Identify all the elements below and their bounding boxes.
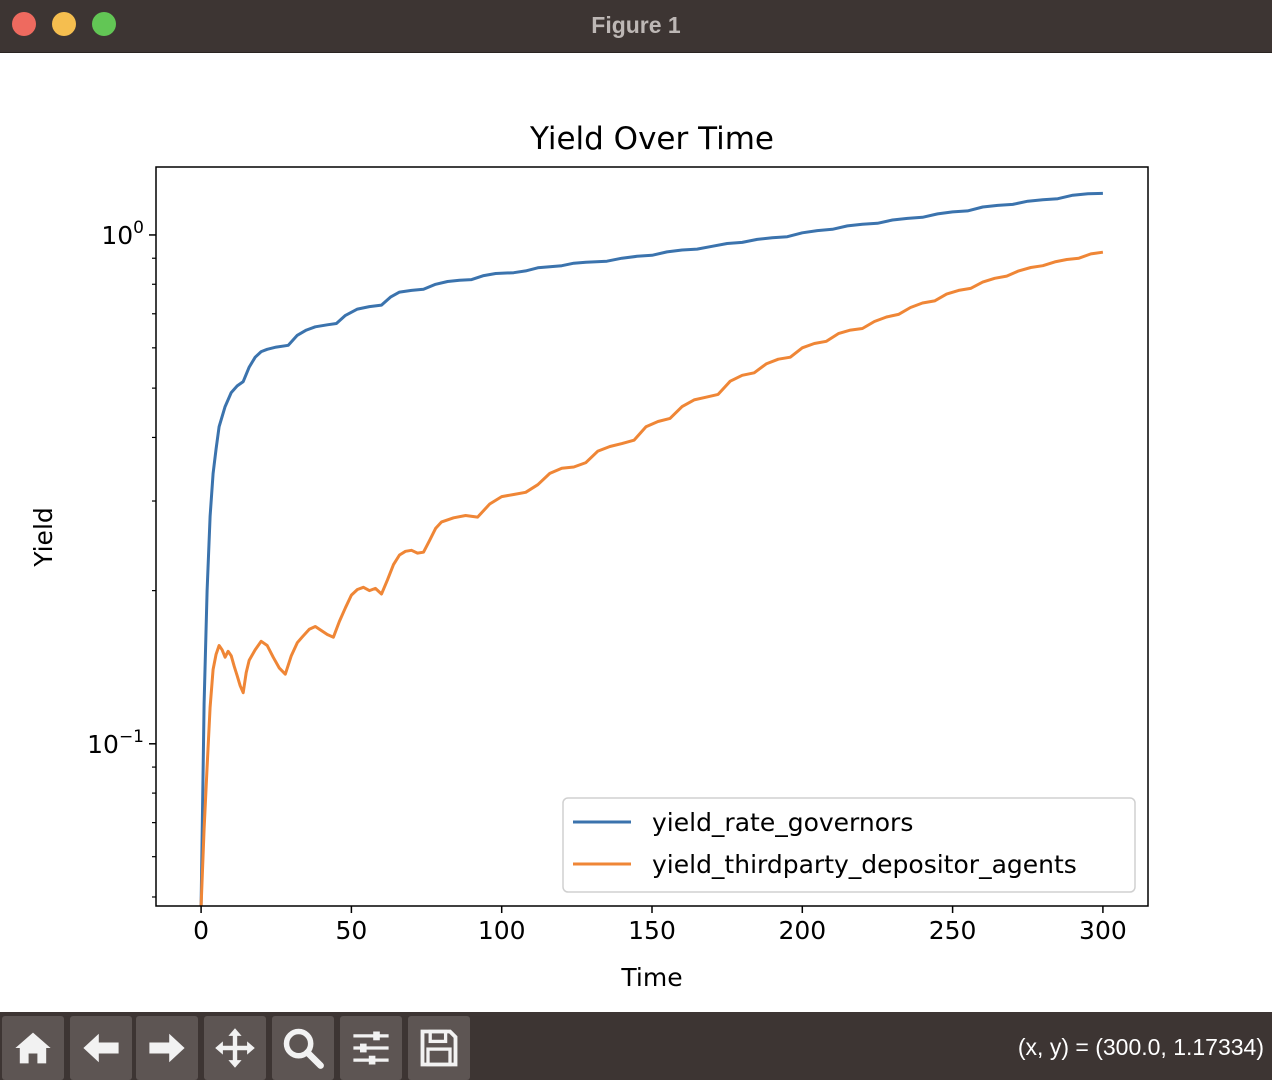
x-tick-label: 100 [478, 916, 526, 945]
x-tick-label: 50 [335, 916, 367, 945]
window-titlebar: Figure 1 [0, 0, 1272, 53]
navigation-toolbar: (x, y) = (300.0, 1.17334) [0, 1012, 1272, 1080]
y-axis-label: Yield [29, 507, 58, 568]
configure-subplots-button[interactable] [340, 1016, 402, 1080]
chart-title: Yield Over Time [529, 121, 774, 157]
save-floppy-icon [417, 1026, 461, 1070]
window-title: Figure 1 [0, 12, 1272, 39]
cursor-coordinates: (x, y) = (300.0, 1.17334) [1018, 1034, 1264, 1061]
x-tick-label: 0 [193, 916, 209, 945]
y-tick-label: 10−1 [87, 727, 144, 759]
legend-label-governors: yield_rate_governors [652, 808, 913, 837]
legend: yield_rate_governors yield_thirdparty_de… [563, 798, 1135, 892]
forward-button[interactable] [136, 1016, 198, 1080]
save-button[interactable] [408, 1016, 470, 1080]
y-tick-label: 100 [101, 218, 144, 250]
x-tick-label: 300 [1079, 916, 1127, 945]
zoom-magnifier-icon [281, 1026, 325, 1070]
x-tick-label: 250 [929, 916, 977, 945]
back-button[interactable] [70, 1016, 132, 1080]
x-axis-label: Time [620, 963, 682, 992]
pan-button[interactable] [204, 1016, 266, 1080]
back-arrow-icon [79, 1026, 123, 1070]
pan-move-icon [213, 1026, 257, 1070]
configure-subplots-icon [349, 1026, 393, 1070]
forward-arrow-icon [145, 1026, 189, 1070]
legend-label-depositor-agents: yield_thirdparty_depositor_agents [652, 850, 1077, 879]
home-icon [11, 1026, 55, 1070]
x-tick-label: 200 [778, 916, 826, 945]
x-tick-label: 150 [628, 916, 676, 945]
home-button[interactable] [2, 1016, 64, 1080]
chart[interactable]: 0 50 100 150 200 250 300 10−1 100 Yield Over Ti… [0, 53, 1272, 1012]
zoom-button[interactable] [272, 1016, 334, 1080]
